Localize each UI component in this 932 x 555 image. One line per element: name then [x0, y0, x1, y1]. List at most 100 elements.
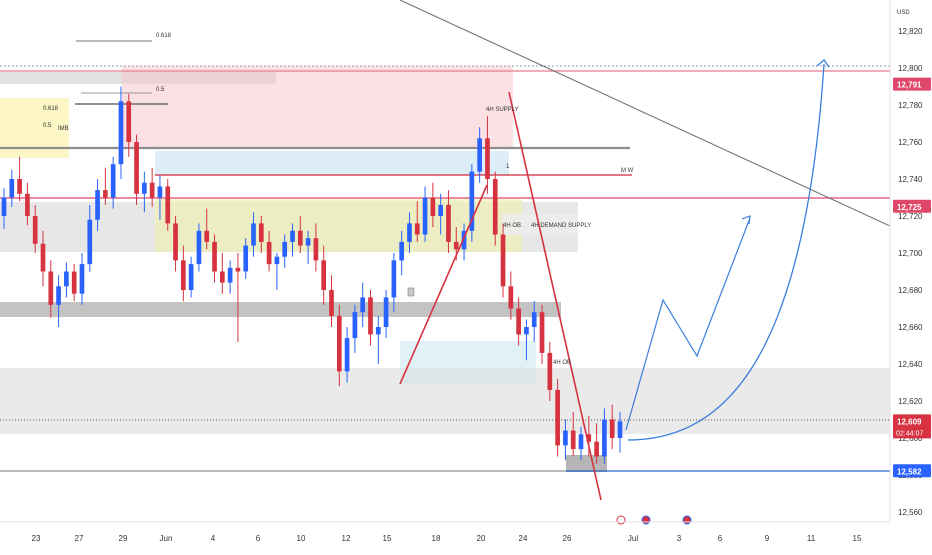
- candle-body: [282, 241, 288, 257]
- candle-body: [391, 260, 397, 298]
- price-tick-label: 12,780: [898, 101, 923, 110]
- candle: [243, 238, 249, 279]
- candle-body: [524, 327, 529, 335]
- candle: [485, 116, 490, 194]
- time-tick-label: Jun: [160, 534, 173, 543]
- small-marker: [407, 287, 415, 297]
- candle-body: [173, 223, 178, 261]
- candle: [188, 256, 194, 298]
- candle-body: [157, 186, 163, 198]
- candle-body: [149, 182, 155, 198]
- candle: [64, 262, 69, 298]
- candle: [282, 234, 288, 268]
- candle: [492, 171, 498, 246]
- candle-body: [329, 290, 334, 316]
- candle: [438, 193, 443, 235]
- candle: [469, 164, 475, 242]
- time-tick-label: 20: [477, 534, 486, 543]
- candle: [126, 93, 132, 157]
- time-axis: 23 27 29 Jun 4 6 10 12 15 18 20 24 26 Jul 3 6 9 11 15: [0, 521, 890, 543]
- descending-trendline: [399, 0, 891, 227]
- candle-body: [446, 204, 451, 242]
- candle: [368, 290, 373, 346]
- candle: [399, 230, 405, 276]
- current-gray-zone: [0, 368, 890, 434]
- time-tick-label: 11: [807, 534, 816, 543]
- price-tick-label: 12,680: [898, 286, 923, 295]
- candle: [297, 216, 303, 253]
- candle-body: [368, 297, 373, 335]
- countdown-label: 02:44:07: [896, 430, 923, 437]
- candle-body: [609, 419, 615, 438]
- candle-body: [570, 430, 576, 450]
- candle: [602, 408, 607, 464]
- candle-body: [555, 389, 560, 446]
- candle: [25, 182, 30, 226]
- candle-body: [110, 164, 116, 198]
- candle: [79, 253, 85, 305]
- candle: [336, 304, 342, 387]
- time-tick-label: 9: [765, 534, 770, 543]
- blue-zone-upper: [155, 151, 509, 175]
- candle: [531, 301, 537, 342]
- time-tick-label: 3: [677, 534, 682, 543]
- candle: [173, 216, 178, 272]
- candle: [352, 304, 358, 353]
- candle-body: [87, 219, 93, 265]
- candle-body: [32, 216, 38, 244]
- candle: [407, 212, 412, 253]
- time-tick-label: 4: [211, 534, 216, 543]
- candle: [212, 234, 217, 283]
- red-rising-line: [399, 184, 488, 385]
- candle: [360, 282, 366, 327]
- candle-body: [9, 179, 15, 198]
- candle: [274, 253, 280, 290]
- candle-body: [274, 256, 280, 265]
- candle: [235, 253, 241, 342]
- time-tick-label: 23: [32, 534, 41, 543]
- candle: [508, 271, 514, 320]
- candle: [461, 223, 467, 261]
- candle-body: [344, 338, 350, 372]
- digit-1-label: 1: [506, 164, 510, 170]
- candle-body: [602, 419, 607, 457]
- candle-body: [235, 267, 241, 272]
- candle-body: [212, 241, 217, 272]
- candle-body: [383, 297, 389, 327]
- time-tick-label: 12: [342, 534, 351, 543]
- candle: [142, 171, 147, 213]
- candle: [87, 204, 93, 272]
- supply-4h-label: 4H SUPPLY: [486, 107, 519, 113]
- candle-body: [196, 230, 202, 265]
- candle: [258, 216, 264, 253]
- candle: [391, 253, 397, 313]
- candle: [204, 208, 210, 250]
- time-tick-label: 26: [563, 534, 572, 543]
- candle-body: [142, 182, 147, 194]
- price-badge-support: 12,582: [897, 467, 922, 476]
- candle: [56, 275, 61, 327]
- price-tick-label: 12,800: [898, 64, 923, 73]
- time-tick-label: 6: [718, 534, 723, 543]
- candle-body: [48, 271, 54, 305]
- projection-zigzag: [625, 217, 751, 431]
- candle: [32, 204, 38, 253]
- fib-618-label: 0.618: [156, 33, 172, 39]
- candle: [586, 415, 592, 457]
- imb-label: IMB: [58, 126, 69, 132]
- candle: [430, 182, 436, 228]
- demand-4h-label: 4H DEMAND SUPPLY: [531, 223, 591, 229]
- candle-body: [79, 264, 85, 294]
- event-icon: [616, 515, 626, 525]
- price-tick-label: 12,760: [898, 138, 923, 147]
- last-price-badge: 12,609: [897, 417, 922, 426]
- candle: [227, 260, 233, 294]
- candle: [118, 86, 124, 179]
- candle-body: [617, 421, 623, 438]
- candle-body: [1, 197, 7, 216]
- candle-body: [360, 297, 366, 313]
- candle: [344, 327, 350, 383]
- price-tick-label: 12,820: [898, 27, 923, 36]
